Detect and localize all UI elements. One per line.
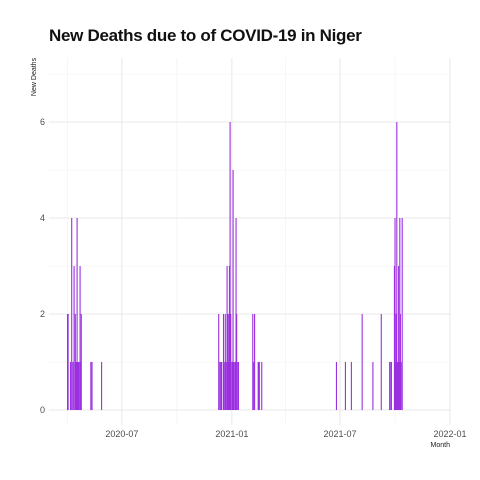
data-bar [252, 314, 254, 410]
y-tick-label: 0 [40, 405, 45, 415]
data-bar [219, 362, 221, 410]
x-tick-label: 2021-01 [215, 429, 248, 439]
data-bar [395, 362, 397, 410]
data-bar [224, 362, 226, 410]
data-bar [77, 362, 79, 410]
data-bar [252, 362, 254, 410]
data-bar [389, 362, 391, 410]
y-tick-label: 2 [40, 309, 45, 319]
data-bar [220, 362, 222, 410]
y-tick-label: 6 [40, 117, 45, 127]
data-bar [75, 362, 77, 410]
data-bar [231, 362, 233, 410]
data-bar [225, 362, 227, 410]
data-bar [80, 362, 82, 410]
data-bar [235, 218, 237, 410]
data-bar [67, 314, 69, 410]
data-bar [233, 362, 235, 410]
data-bar [231, 362, 234, 410]
chart-title: New Deaths due to of COVID-19 in Niger [49, 26, 362, 45]
data-bar [227, 362, 229, 410]
data-bar [236, 362, 238, 410]
data-bar [400, 362, 402, 410]
data-bar [401, 218, 403, 410]
data-bar [222, 314, 225, 410]
data-bar [226, 266, 228, 410]
bar-series [66, 122, 403, 410]
y-axis-ticks: 0 2 4 6 [40, 117, 45, 415]
data-bar [258, 362, 260, 410]
data-bar [79, 266, 81, 410]
data-bar [230, 314, 232, 410]
data-bar [233, 362, 235, 410]
data-bar [66, 314, 69, 410]
major-gridlines [49, 58, 451, 425]
data-bar [218, 314, 220, 410]
data-bar [390, 362, 392, 410]
data-bar [258, 362, 260, 410]
data-bar [228, 266, 231, 410]
data-bar [234, 362, 237, 410]
data-bar [350, 362, 352, 410]
x-tick-label: 2021-07 [324, 429, 357, 439]
data-bar [224, 314, 226, 410]
data-bar [236, 314, 238, 410]
data-bar [254, 314, 256, 410]
x-tick-label: 2022-01 [433, 429, 466, 439]
data-bar [361, 314, 363, 410]
data-bar [393, 266, 395, 410]
x-axis-ticks: 2020-07 2021-01 2021-07 2022-01 [105, 429, 466, 439]
data-bar [71, 218, 73, 410]
data-bar [398, 266, 400, 410]
data-bar [73, 266, 75, 410]
data-bar [398, 362, 400, 410]
data-bar [399, 218, 401, 410]
data-bar [76, 218, 78, 410]
data-bar [335, 362, 337, 410]
data-bar [69, 362, 72, 410]
data-bar [397, 362, 399, 410]
data-bar [91, 362, 93, 410]
x-tick-label: 2020-07 [105, 429, 138, 439]
data-bar [344, 362, 346, 410]
data-bar [78, 362, 80, 410]
data-bar [227, 314, 229, 410]
data-bar [74, 314, 76, 410]
data-bar [394, 218, 396, 410]
data-bar [261, 362, 263, 410]
data-bar [228, 314, 230, 410]
data-bar [257, 362, 259, 410]
data-bar [77, 362, 79, 410]
y-axis-title: New Deaths [31, 57, 38, 96]
data-bar [396, 362, 398, 410]
y-tick-label: 4 [40, 213, 45, 223]
data-bar [80, 314, 82, 410]
data-bar [221, 362, 223, 410]
data-bar [75, 362, 78, 410]
data-bar [101, 362, 103, 410]
data-bar [399, 314, 401, 410]
data-bar [232, 170, 234, 410]
minor-gridlines [49, 58, 450, 425]
data-bar [396, 122, 398, 410]
data-bar [390, 362, 392, 410]
data-bar [72, 362, 74, 410]
data-bar [380, 314, 382, 410]
data-bar [395, 314, 397, 410]
data-bar [90, 362, 92, 410]
data-bar [237, 362, 239, 410]
data-bar [229, 122, 231, 410]
x-axis-title: Month [431, 442, 451, 449]
data-bar [372, 362, 374, 410]
